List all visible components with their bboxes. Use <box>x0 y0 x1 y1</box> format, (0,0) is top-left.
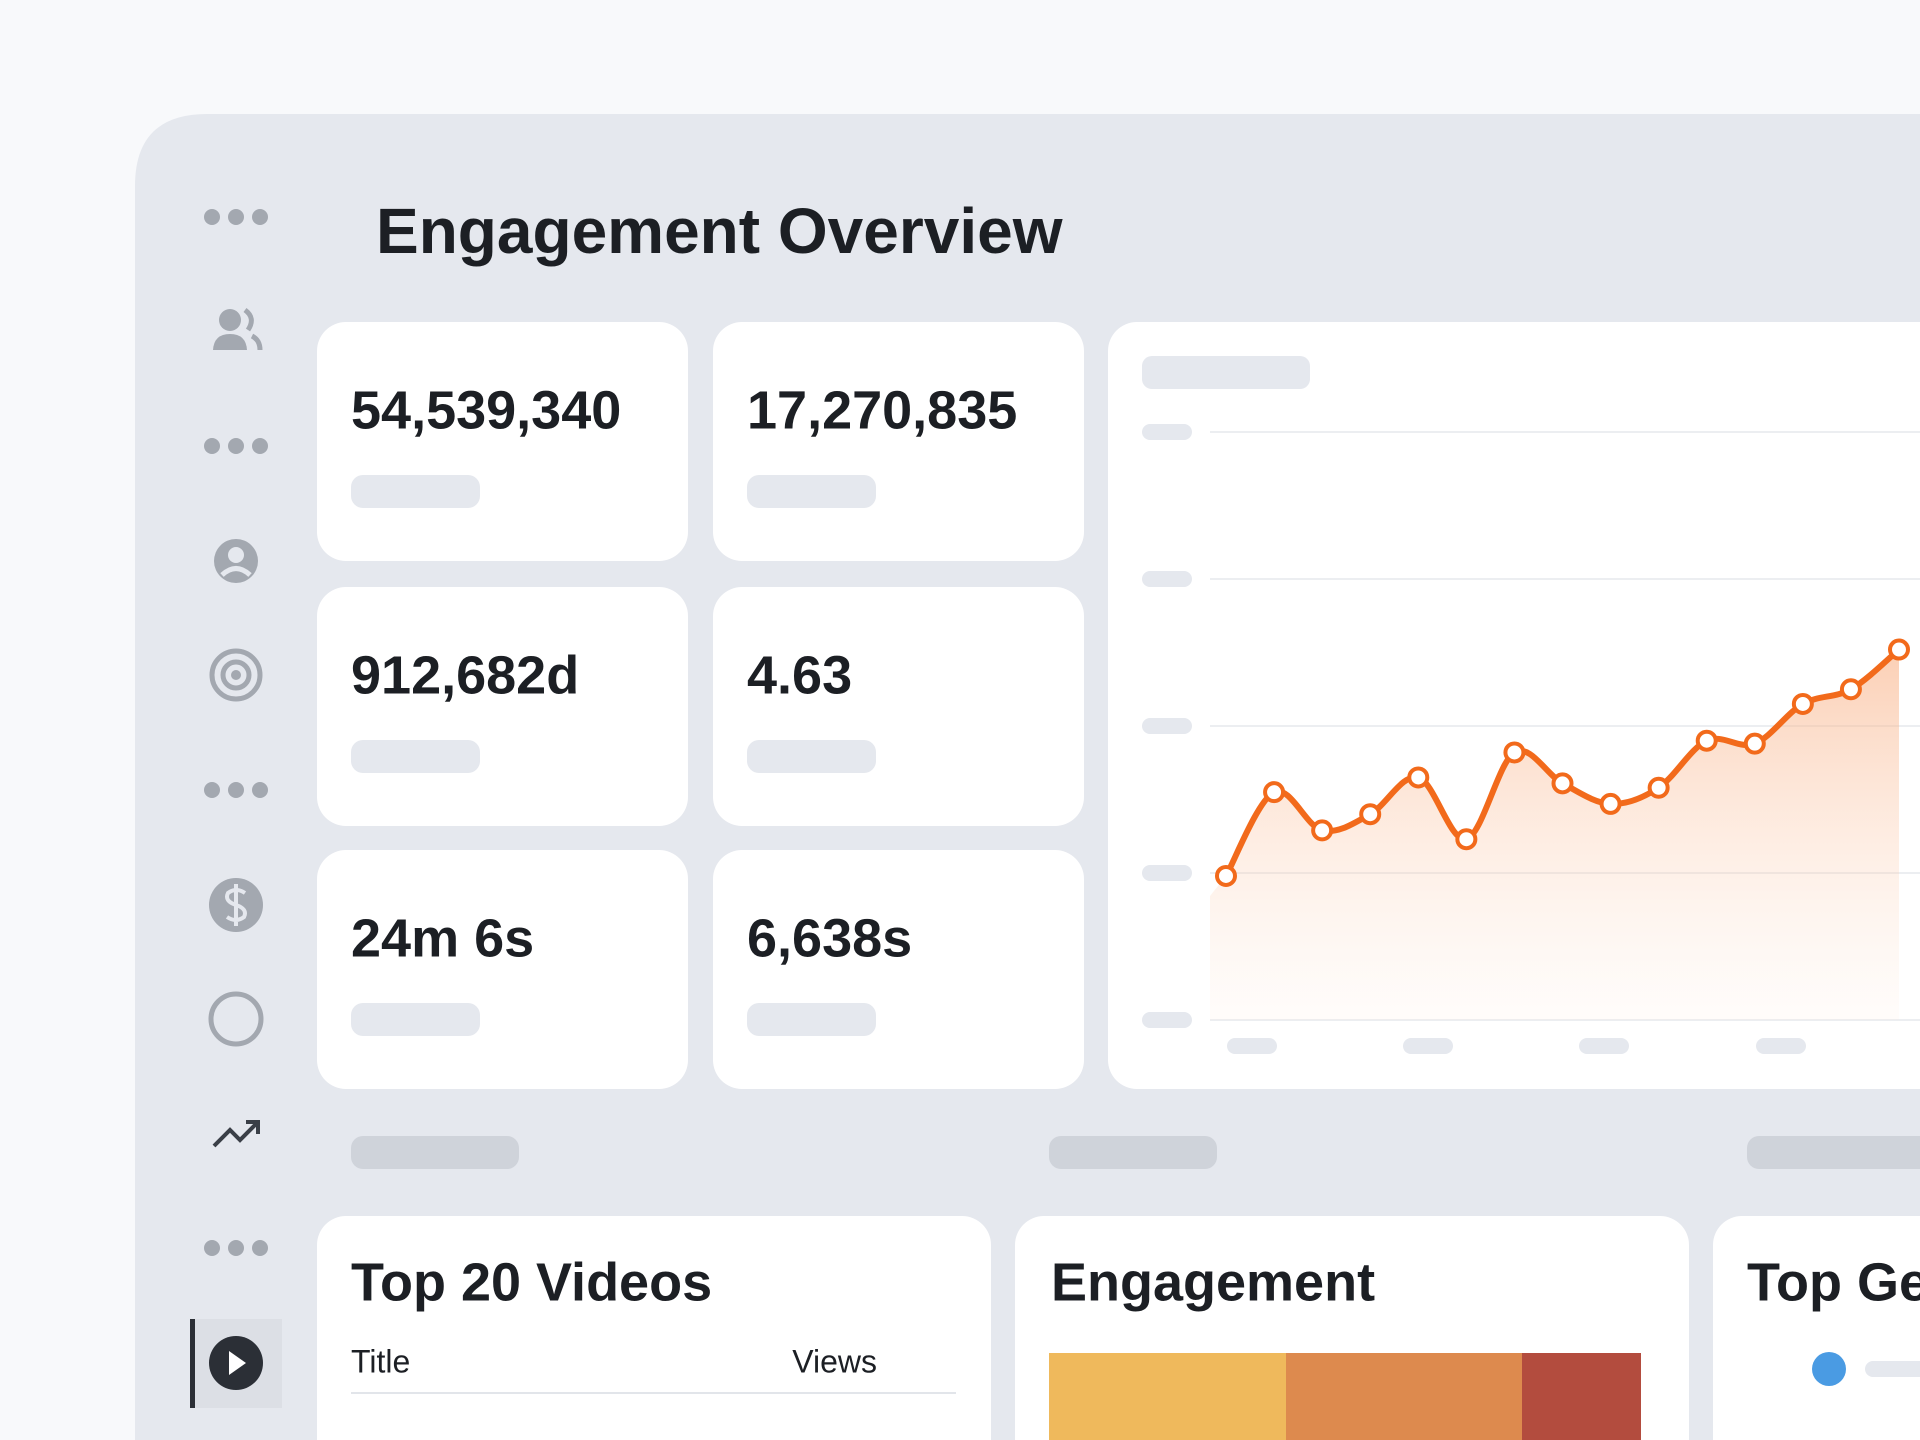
placeholder <box>351 1003 480 1036</box>
placeholder <box>1049 1136 1217 1169</box>
point <box>1359 803 1382 826</box>
y-tick-placeholder <box>1142 865 1192 881</box>
point <box>1695 729 1718 752</box>
placeholder <box>747 475 876 508</box>
menu-dots[interactable] <box>204 438 268 454</box>
card-title: Top Ge <box>1747 1252 1920 1312</box>
card <box>317 1216 991 1440</box>
y-tick-placeholder <box>1142 571 1192 587</box>
point <box>1455 828 1478 851</box>
stat-card <box>317 587 688 826</box>
placeholder <box>747 740 876 773</box>
y-tick-placeholder <box>1142 424 1192 440</box>
legend-dot <box>1812 1352 1846 1386</box>
menu-dots[interactable] <box>204 209 268 225</box>
bar-segment <box>1286 1353 1522 1440</box>
stat-card <box>317 850 688 1089</box>
y-tick-placeholder <box>1142 1012 1192 1028</box>
point <box>1215 864 1237 887</box>
placeholder <box>1865 1361 1920 1377</box>
column-header: Title <box>351 1343 410 1379</box>
stat-value: 4.63 <box>747 645 852 705</box>
users-icon[interactable] <box>213 307 263 351</box>
placeholder <box>351 1136 519 1169</box>
stat-value: 6,638s <box>747 908 912 968</box>
x-tick-placeholder <box>1403 1038 1453 1054</box>
point <box>1407 766 1430 789</box>
stat-value: 912,682d <box>351 645 579 705</box>
point <box>1839 678 1862 701</box>
card <box>1713 1216 1920 1440</box>
card-title: Top 20 Videos <box>351 1252 712 1312</box>
card-title: Engagement <box>1051 1252 1375 1312</box>
target-icon[interactable] <box>209 648 263 702</box>
stat-value: 17,270,835 <box>747 380 1017 440</box>
point <box>1888 638 1910 661</box>
point <box>1263 781 1286 804</box>
page-title: Engagement Overview <box>376 195 1063 267</box>
video-icon[interactable] <box>209 1336 263 1390</box>
profile-icon[interactable] <box>214 539 258 583</box>
x-tick-placeholder <box>1756 1038 1806 1054</box>
menu-dots[interactable] <box>204 782 268 798</box>
placeholder <box>351 740 480 773</box>
point <box>1599 792 1622 815</box>
bar-segment <box>1522 1353 1641 1440</box>
dollar-icon[interactable] <box>209 878 263 932</box>
placeholder <box>1142 356 1310 389</box>
stat-card <box>713 587 1084 826</box>
trend-icon[interactable] <box>212 1120 260 1148</box>
point <box>1551 772 1574 795</box>
column-header: Views <box>792 1343 877 1379</box>
y-tick-placeholder <box>1142 718 1192 734</box>
point <box>1743 732 1766 755</box>
stat-card <box>713 850 1084 1089</box>
bar-segment <box>1049 1353 1286 1440</box>
menu-dots[interactable] <box>204 1240 268 1256</box>
point <box>1311 819 1334 842</box>
stat-card <box>317 322 688 561</box>
point <box>1647 776 1670 799</box>
active-indicator <box>190 1319 195 1408</box>
x-tick-placeholder <box>1579 1038 1629 1054</box>
stat-value: 54,539,340 <box>351 380 621 440</box>
placeholder <box>351 475 480 508</box>
point <box>1503 741 1526 764</box>
point <box>1791 692 1814 715</box>
stat-card <box>713 322 1084 561</box>
placeholder <box>747 1003 876 1036</box>
stat-value: 24m 6s <box>351 908 534 968</box>
placeholder <box>1747 1136 1920 1169</box>
circle-icon[interactable] <box>208 991 264 1047</box>
x-tick-placeholder <box>1227 1038 1277 1054</box>
